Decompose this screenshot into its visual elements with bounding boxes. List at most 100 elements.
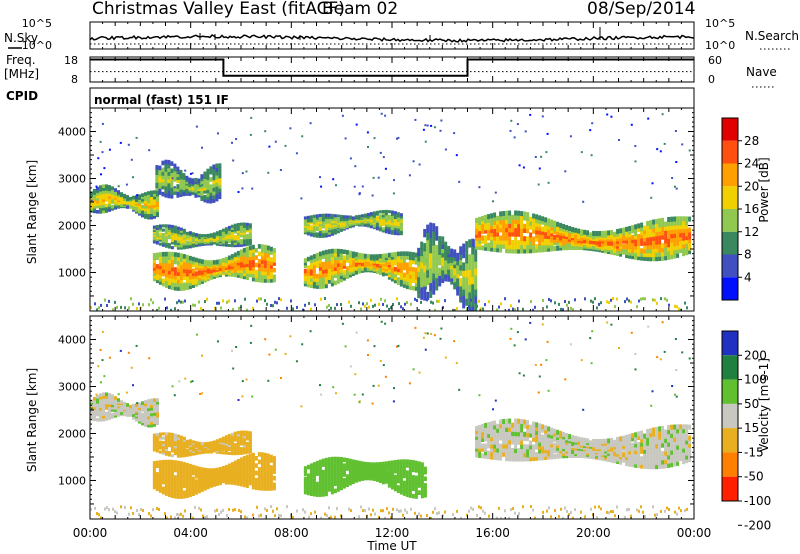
power-cell (493, 224, 497, 229)
velocity-cell (102, 417, 105, 422)
velocity-cell (248, 463, 252, 469)
power-cell (155, 226, 159, 230)
velocity-cell (164, 443, 168, 447)
power-cell (212, 183, 216, 188)
power-cell (550, 237, 554, 243)
velocity-cell (360, 473, 364, 478)
velocity-cell (156, 419, 159, 423)
power-cell (318, 213, 322, 217)
velocity-cell (197, 441, 201, 445)
power-cell (218, 187, 222, 193)
velocity-cell (547, 432, 551, 438)
velocity-cell (215, 467, 219, 473)
power-cell (245, 225, 249, 229)
power-cell (215, 178, 219, 183)
velocity-cell (93, 408, 96, 412)
velocity-cell (230, 452, 234, 456)
power-cell (505, 231, 509, 237)
power-cell (619, 243, 623, 249)
power-cell (242, 236, 246, 240)
power-cell (682, 243, 686, 249)
power-cell (260, 244, 264, 249)
power-cell (367, 146, 369, 148)
power-cell (432, 265, 436, 274)
power-cell (221, 235, 225, 239)
power-cell (637, 248, 641, 254)
power-cell (272, 304, 274, 308)
velocity-cell (342, 463, 346, 468)
velocity-cell (158, 442, 162, 446)
power-cell (468, 276, 472, 285)
power-cell (315, 227, 319, 231)
power-cell (484, 218, 488, 224)
power-cell (420, 279, 424, 288)
velocity-cell (272, 469, 276, 474)
velocity-cell (396, 466, 400, 471)
power-cell (179, 246, 183, 250)
velocity-cell (144, 405, 147, 409)
velocity-cell (502, 435, 506, 441)
power-cell (164, 272, 168, 278)
power-cell (375, 254, 379, 259)
velocity-cell (517, 452, 521, 458)
power-cell (206, 168, 210, 174)
velocity-cell (619, 436, 623, 442)
power-cell (176, 278, 180, 284)
power-cell (387, 226, 391, 230)
power-cell (490, 239, 494, 245)
power-cell (646, 236, 650, 242)
power-cell (399, 251, 403, 256)
velocity-cell (312, 485, 316, 490)
power-cell (108, 197, 111, 202)
power-cell (179, 253, 183, 258)
velocity-cell (203, 442, 207, 446)
power-cell (529, 244, 533, 250)
power-cell (321, 272, 325, 278)
velocity-cell (387, 463, 391, 468)
power-cell (411, 274, 415, 280)
velocity-cell (625, 455, 629, 461)
power-cell (556, 224, 560, 230)
velocity-cell (505, 418, 509, 424)
power-cell (279, 169, 282, 171)
power-cell (390, 255, 394, 260)
power-cell (218, 173, 222, 179)
power-cell (462, 293, 466, 303)
velocity-cell (242, 446, 246, 450)
velocity-cell (333, 467, 337, 472)
velocity-cell (625, 452, 629, 458)
velocity-cell (152, 482, 156, 487)
power-cell (423, 278, 427, 287)
velocity-cell (315, 467, 319, 473)
power-cell (499, 243, 503, 249)
velocity-cell (493, 451, 497, 457)
power-cell (679, 248, 683, 254)
velocity-cell (478, 453, 482, 458)
power-cell (372, 222, 376, 226)
velocity-cell (622, 452, 626, 458)
power-cell (327, 264, 331, 269)
velocity-cell (179, 446, 183, 450)
power-cell (161, 228, 165, 232)
power-cell (201, 146, 203, 149)
power-cell (194, 303, 196, 307)
power-cell (508, 227, 512, 233)
power-cell (161, 174, 165, 180)
power-cell (96, 186, 99, 191)
velocity-cell (120, 400, 123, 404)
power-cell (209, 198, 213, 204)
power-cell (670, 216, 674, 222)
velocity-cell (176, 436, 180, 440)
power-cell (333, 221, 337, 225)
power-cell (646, 232, 650, 238)
velocity-cell (251, 481, 255, 486)
power-cell (360, 253, 364, 258)
power-cell (583, 243, 587, 249)
power-cell (260, 270, 264, 276)
velocity-cell (348, 463, 352, 469)
power-cell (682, 216, 686, 222)
velocity-cell (333, 470, 337, 476)
power-cell (254, 262, 258, 268)
velocity-cell (423, 489, 427, 495)
velocity-cell (312, 488, 316, 494)
